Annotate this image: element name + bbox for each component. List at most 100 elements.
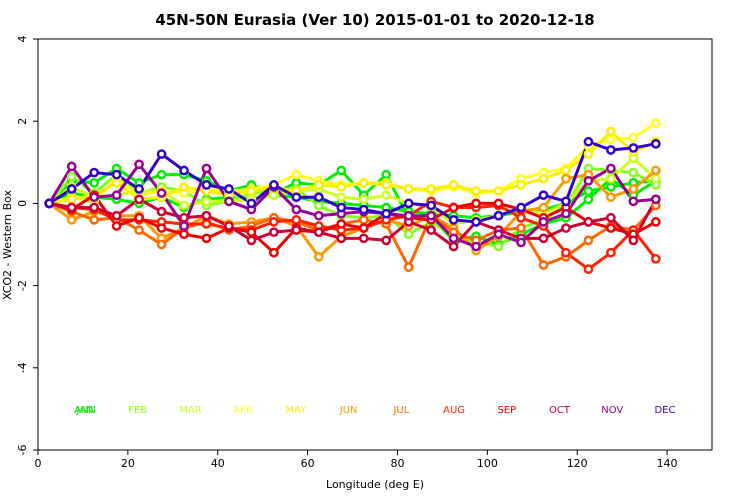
data-point-nov [448,233,459,244]
data-point-oct [224,221,234,231]
data-point-apr [606,134,616,145]
data-point-dec [246,198,257,209]
legend-label-aug: AUG [443,405,465,416]
data-point-feb [628,167,639,178]
data-point-aug [291,214,302,225]
data-point-may [381,180,392,190]
legend-label-apr: APR [233,405,253,416]
data-point-jul [358,214,369,225]
series-line-may [48,129,657,205]
data-point-oct [358,233,369,244]
x-tick-label: 120 [567,457,588,470]
data-point-feb [313,200,324,211]
data-point-jul [134,225,144,235]
data-point-nov [471,241,481,252]
data-point-oct [561,223,571,233]
data-point-dec [403,198,414,209]
data-point-nov [403,210,414,221]
data-point-may [246,186,257,196]
data-point-jul [583,235,594,246]
y-tick-label: 0 [16,200,29,207]
data-point-mar [201,196,212,207]
series-line-dec [48,140,657,224]
data-point-may [403,184,414,194]
data-point-feb [493,241,504,252]
y-tick-label: -6 [16,445,29,456]
data-point-nov [516,237,526,248]
data-point-sep [606,223,616,233]
data-point-apr [628,132,639,143]
data-point-oct [606,212,616,223]
series-line-ann [48,179,656,220]
x-tick-label: 20 [121,457,135,470]
data-point-oct [448,241,459,252]
data-point-oct [313,227,324,238]
data-point-jan [156,169,167,180]
data-point-jan [381,169,392,180]
data-point-dec [134,184,144,194]
data-point-aug [650,254,661,264]
data-point-jan [583,194,594,205]
y-tick-label: 2 [16,118,29,125]
data-point-dec [381,208,392,219]
y-tick-label: 4 [16,36,29,43]
data-point-dec [111,169,122,180]
data-point-dec [561,196,571,207]
data-point-dec [89,167,100,178]
x-axis-label: Longitude (deg E) [326,478,424,491]
data-point-nov [628,196,639,207]
data-point-mar [336,192,347,203]
data-point-oct [179,212,189,223]
data-point-nov [606,163,616,174]
data-point-sep [358,223,369,233]
data-point-oct [246,235,257,246]
data-point-nov [650,194,661,205]
data-point-nov [89,192,100,203]
data-point-nov [224,196,234,207]
y-tick-label: -4 [16,362,29,373]
data-point-may [179,182,189,192]
data-point-sep [111,221,122,231]
data-point-dec [628,143,639,153]
x-tick-label: 0 [35,457,42,470]
data-point-dec [66,184,77,194]
data-point-dec [156,149,167,159]
data-point-oct [134,194,144,205]
plot-frame [37,38,713,451]
data-point-oct [89,202,100,213]
data-point-dec [538,190,549,201]
legend-label-jul: JUL [392,405,409,416]
data-point-nov [493,229,504,240]
series-line-aug [48,199,658,271]
data-point-jul [403,262,414,272]
legend-label-oct: OCT [549,405,571,416]
data-point-may [111,178,122,188]
chart-title: 45N-50N Eurasia (Ver 10) 2015-01-01 to 2… [155,11,594,29]
data-point-nov [583,175,594,186]
data-point-dec [269,180,279,190]
data-point-mar [179,200,189,211]
data-point-dec [179,165,189,176]
data-point-feb [66,171,77,182]
data-point-sep [156,223,167,233]
data-point-jun [561,173,571,184]
data-point-sep [448,202,459,213]
data-point-oct [201,210,212,221]
legend-label-sep: SEP [497,405,516,416]
data-point-sep [179,229,189,240]
data-point-dec [493,210,504,221]
data-point-nov [111,190,122,201]
legend-label-nov: NOV [601,405,623,416]
data-point-sep [201,233,212,244]
series-line-oct [48,197,658,249]
data-point-may [561,165,571,176]
data-point-nov [66,161,77,172]
data-point-oct [381,235,392,246]
data-point-feb [403,229,414,240]
data-point-sep [471,198,481,209]
data-point-may [471,186,481,196]
y-tick-label: -2 [16,280,29,291]
data-point-oct [269,227,279,238]
data-point-oct [111,210,122,221]
y-axis-label: XCO2 - Western Box [1,189,14,300]
